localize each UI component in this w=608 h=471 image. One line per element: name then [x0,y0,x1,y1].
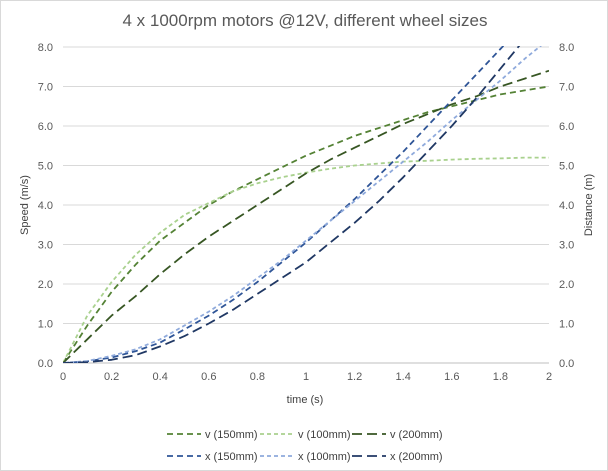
series-line-v-200mm [63,69,549,363]
y-tick-label-left: 2.0 [38,279,53,291]
y-tick-label-left: 1.0 [38,319,53,331]
x-tick-label: 2 [546,371,552,383]
y-axis-right-label: Distance (m) [583,174,595,236]
x-tick-label: 1.4 [396,371,411,383]
y-tick-label-left: 3.0 [38,240,53,252]
x-axis-label: time (s) [287,394,324,406]
series-line-v-150mm [63,85,549,363]
x-tick-label: 0.4 [153,371,168,383]
x-tick-label: 0.2 [104,371,119,383]
legend-label: x (200mm) [390,451,443,463]
legend-label: v (100mm) [298,429,351,441]
x-tick-label: 1 [303,371,309,383]
y-tick-label-left: 4.0 [38,200,53,212]
y-tick-label-right: 6.0 [559,121,574,133]
y-axis-left-ticks: 0.0 1.0 2.0 3.0 4.0 5.0 6.0 7.0 8.0 [38,42,53,370]
legend-label: x (150mm) [205,451,258,463]
x-tick-label: 1.2 [347,371,362,383]
series-line-x-200mm [63,46,521,363]
x-tick-label: 0 [60,371,66,383]
y-tick-label-right: 1.0 [559,319,574,331]
x-tick-label: 1.6 [444,371,459,383]
y-tick-label-left: 5.0 [38,161,53,173]
chart-title: 4 x 1000rpm motors @12V, different wheel… [122,11,487,30]
y-tick-label-right: 2.0 [559,279,574,291]
series-line-x-150mm [63,46,505,363]
y-tick-label-right: 4.0 [559,200,574,212]
y-tick-label-right: 0.0 [559,358,574,370]
gridlines [63,46,549,364]
legend-label: x (100mm) [298,451,351,463]
series-lines [63,46,549,363]
y-tick-label-left: 6.0 [38,121,53,133]
legend-label: v (200mm) [390,429,443,441]
y-tick-label-left: 0.0 [38,358,53,370]
y-tick-label-right: 5.0 [559,161,574,173]
y-tick-label-left: 8.0 [38,42,53,54]
x-axis-ticks: 0 0.2 0.4 0.6 0.8 1 1.2 1.4 1.6 1.8 2 [60,371,552,383]
x-tick-label: 1.8 [493,371,508,383]
x-tick-label: 0.6 [201,371,216,383]
y-tick-label-right: 3.0 [559,240,574,252]
y-axis-right-ticks: 0.0 1.0 2.0 3.0 4.0 5.0 6.0 7.0 8.0 [559,42,574,370]
y-tick-label-right: 8.0 [559,42,574,54]
y-axis-left-label: Speed (m/s) [19,175,31,235]
legend-label: v (150mm) [205,429,258,441]
legend: v (150mm) v (100mm) v (200mm) x (150mm) x (1… [167,429,443,463]
x-tick-label: 0.8 [250,371,265,383]
y-tick-label-left: 7.0 [38,82,53,94]
y-tick-label-right: 7.0 [559,82,574,94]
